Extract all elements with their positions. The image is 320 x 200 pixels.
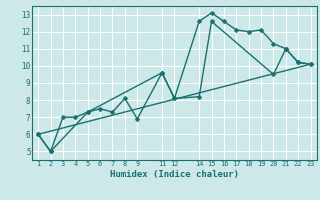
X-axis label: Humidex (Indice chaleur): Humidex (Indice chaleur) (110, 170, 239, 179)
